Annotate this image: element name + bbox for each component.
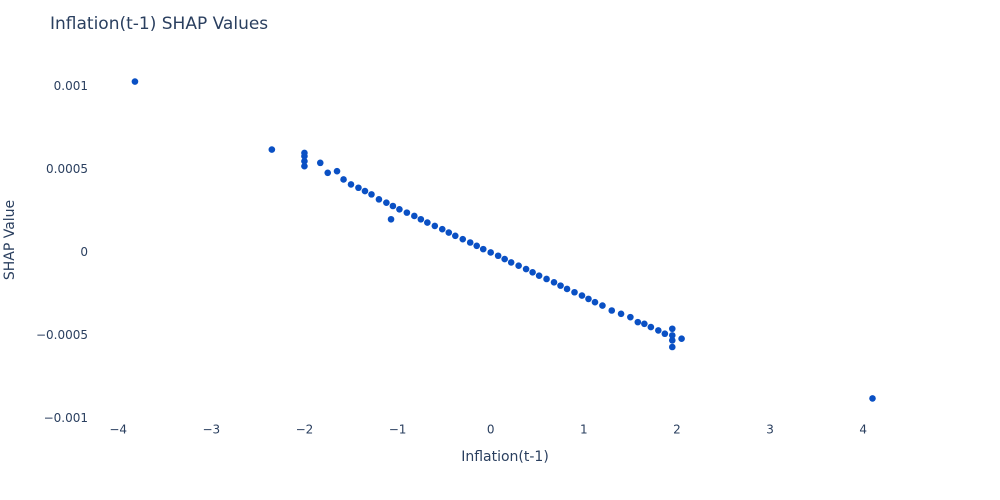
scatter-point (563, 285, 571, 293)
scatter-point (557, 282, 564, 289)
scatter-point (668, 332, 676, 339)
scatter-point (473, 242, 481, 250)
x-tick-label: 0 (487, 423, 495, 437)
scatter-point (678, 335, 685, 343)
scatter-point (340, 176, 347, 183)
scatter-point (599, 302, 606, 309)
scatter-point (466, 239, 474, 246)
scatter-point (655, 327, 662, 334)
x-tick-label: −3 (202, 423, 220, 437)
y-tick-label: 0.001 (54, 79, 88, 93)
scatter-point (316, 159, 324, 167)
scatter-point (507, 259, 515, 266)
scatter-point (585, 295, 592, 303)
scatter-point (417, 215, 425, 223)
scatter-point (608, 307, 616, 314)
scatter-point (522, 265, 530, 273)
scatter-point (641, 320, 648, 328)
x-tick-label: 2 (673, 423, 681, 437)
y-tick-label: −0.001 (44, 411, 88, 425)
scatter-point (361, 187, 369, 195)
scatter-point (661, 330, 669, 338)
scatter-point (424, 219, 431, 226)
scatter-point (487, 249, 494, 256)
scatter-point (387, 215, 395, 223)
scatter-point (324, 169, 332, 177)
scatter-point (550, 279, 558, 286)
y-tick-label: −0.0005 (36, 328, 88, 342)
y-axis-title: SHAP Value (2, 200, 18, 280)
scatter-point (668, 343, 676, 351)
scatter-point (368, 191, 375, 198)
scatter-point (396, 206, 403, 213)
scatter-point (301, 162, 308, 170)
scatter-point (355, 184, 362, 192)
y-tick-label: 0 (80, 245, 88, 259)
scatter-point (479, 245, 487, 253)
scatter-point (627, 313, 634, 321)
scatter-point (529, 269, 536, 276)
scatter-point (268, 146, 276, 153)
x-axis-title: Inflation(t-1) (461, 449, 549, 465)
scatter-point (543, 275, 550, 283)
scatter-point (301, 157, 308, 165)
scatter-point (494, 252, 502, 260)
scatter-point (445, 229, 453, 236)
x-tick-label: −2 (296, 423, 314, 437)
scatter-point (411, 212, 418, 220)
scatter-point (383, 199, 390, 206)
x-tick-label: 1 (580, 423, 588, 437)
x-tick-label: 4 (859, 423, 867, 437)
scatter-point (333, 167, 341, 175)
scatter-point (459, 235, 467, 243)
scatter-point (501, 255, 508, 263)
scatter-point (131, 78, 139, 85)
scatter-point (869, 395, 876, 402)
scatter-point (431, 222, 439, 230)
scatter-point (403, 209, 411, 216)
scatter-point (668, 337, 676, 344)
scatter-point (389, 202, 397, 210)
scatter-point (634, 318, 642, 326)
scatter-point (535, 272, 543, 279)
scatter-point (347, 181, 355, 188)
x-tick-label: −4 (109, 423, 127, 437)
scatter-point (668, 325, 676, 333)
scatter-point (515, 262, 522, 270)
x-tick-label: −1 (389, 423, 407, 437)
x-tick-label: 3 (766, 423, 774, 437)
scatter-point (438, 225, 446, 233)
scatter-point (571, 288, 578, 296)
scatter-point (451, 232, 459, 240)
scatter-point (375, 196, 383, 203)
chart-title: Inflation(t-1) SHAP Values (50, 14, 268, 34)
scatter-point (617, 310, 625, 318)
scatter-point (647, 323, 655, 331)
scatter-point (301, 149, 308, 157)
scatter-point (578, 292, 586, 299)
y-tick-label: 0.0005 (46, 162, 88, 176)
scatter-point (591, 298, 599, 306)
